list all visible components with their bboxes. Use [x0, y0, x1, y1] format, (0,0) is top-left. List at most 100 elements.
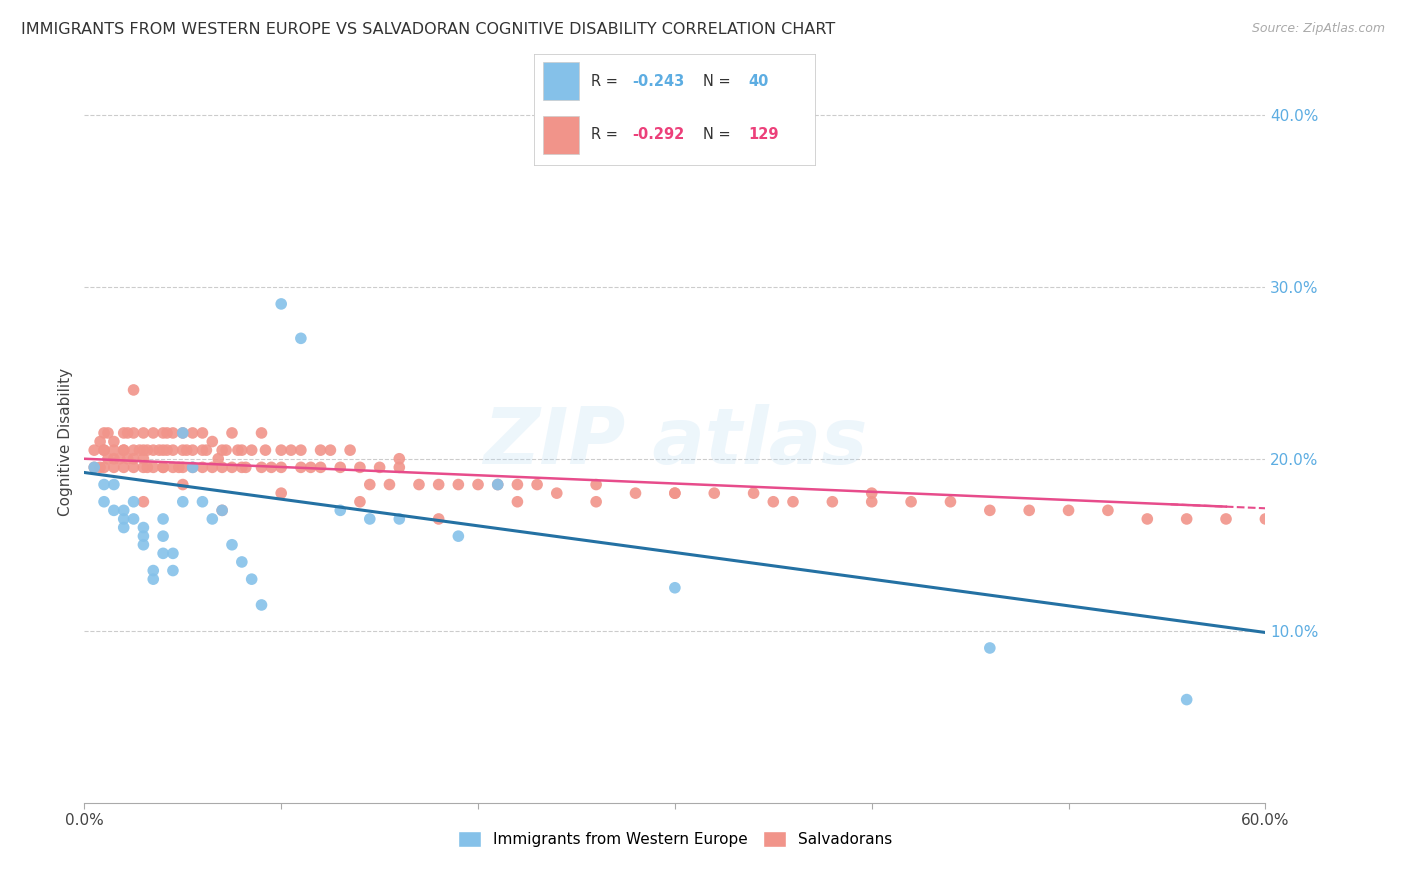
Point — [211, 503, 233, 517]
Point — [132, 443, 155, 458]
Point — [290, 460, 312, 475]
Point — [97, 451, 120, 466]
Point — [176, 443, 198, 458]
Point — [112, 460, 135, 475]
Point — [226, 443, 249, 458]
Point — [388, 451, 411, 466]
Text: -0.243: -0.243 — [633, 74, 685, 89]
Point — [900, 494, 922, 508]
Point — [172, 494, 194, 508]
Point — [319, 443, 342, 458]
Point — [97, 425, 120, 440]
Point — [979, 503, 1001, 517]
Point — [142, 425, 165, 440]
Point — [117, 451, 139, 466]
Point — [299, 460, 322, 475]
Point — [782, 494, 804, 508]
Point — [1254, 512, 1277, 526]
Point — [172, 425, 194, 440]
Point — [112, 443, 135, 458]
Point — [427, 477, 450, 491]
Point — [378, 477, 401, 491]
Point — [250, 598, 273, 612]
Point — [270, 443, 292, 458]
Point — [211, 503, 233, 517]
Point — [117, 425, 139, 440]
Point — [142, 443, 165, 458]
Text: ZIP atlas: ZIP atlas — [482, 403, 868, 480]
FancyBboxPatch shape — [543, 116, 579, 154]
Point — [132, 425, 155, 440]
Point — [112, 512, 135, 526]
Point — [486, 477, 509, 491]
Text: R =: R = — [591, 74, 621, 89]
Point — [122, 425, 145, 440]
Point — [191, 425, 214, 440]
Point — [742, 486, 765, 500]
Point — [132, 494, 155, 508]
Point — [1018, 503, 1040, 517]
Point — [240, 443, 263, 458]
Point — [664, 486, 686, 500]
Point — [112, 520, 135, 534]
Point — [83, 443, 105, 458]
Point — [1175, 692, 1198, 706]
Point — [103, 443, 125, 458]
Point — [93, 460, 115, 475]
Point — [254, 443, 277, 458]
Point — [122, 512, 145, 526]
Point — [207, 451, 229, 466]
Point — [156, 425, 179, 440]
Point — [329, 503, 352, 517]
Point — [172, 477, 194, 491]
Point — [309, 460, 332, 475]
Text: R =: R = — [591, 128, 621, 143]
Point — [270, 460, 292, 475]
Point — [103, 434, 125, 449]
Point — [221, 460, 243, 475]
Point — [142, 572, 165, 586]
Point — [939, 494, 962, 508]
Point — [108, 451, 131, 466]
Point — [221, 425, 243, 440]
Point — [83, 460, 105, 475]
Point — [221, 538, 243, 552]
Point — [1057, 503, 1080, 517]
Point — [93, 477, 115, 491]
Point — [388, 460, 411, 475]
Point — [132, 460, 155, 475]
Point — [89, 460, 111, 475]
Point — [191, 494, 214, 508]
Point — [122, 451, 145, 466]
Text: IMMIGRANTS FROM WESTERN EUROPE VS SALVADORAN COGNITIVE DISABILITY CORRELATION CH: IMMIGRANTS FROM WESTERN EUROPE VS SALVAD… — [21, 22, 835, 37]
Point — [172, 425, 194, 440]
Point — [132, 520, 155, 534]
Point — [1097, 503, 1119, 517]
Point — [270, 486, 292, 500]
Point — [762, 494, 785, 508]
Point — [156, 443, 179, 458]
Point — [152, 460, 174, 475]
Point — [122, 494, 145, 508]
Point — [211, 443, 233, 458]
Point — [191, 443, 214, 458]
Point — [624, 486, 647, 500]
Point — [122, 443, 145, 458]
Point — [250, 460, 273, 475]
Text: N =: N = — [703, 74, 735, 89]
Text: -0.292: -0.292 — [633, 128, 685, 143]
Point — [408, 477, 430, 491]
FancyBboxPatch shape — [543, 62, 579, 101]
Point — [546, 486, 568, 500]
Point — [821, 494, 844, 508]
Point — [235, 460, 257, 475]
Point — [201, 460, 224, 475]
Point — [89, 434, 111, 449]
Point — [270, 297, 292, 311]
Point — [280, 443, 302, 458]
Text: 129: 129 — [748, 128, 779, 143]
Point — [231, 555, 253, 569]
Point — [162, 460, 184, 475]
Point — [152, 443, 174, 458]
Point — [231, 443, 253, 458]
